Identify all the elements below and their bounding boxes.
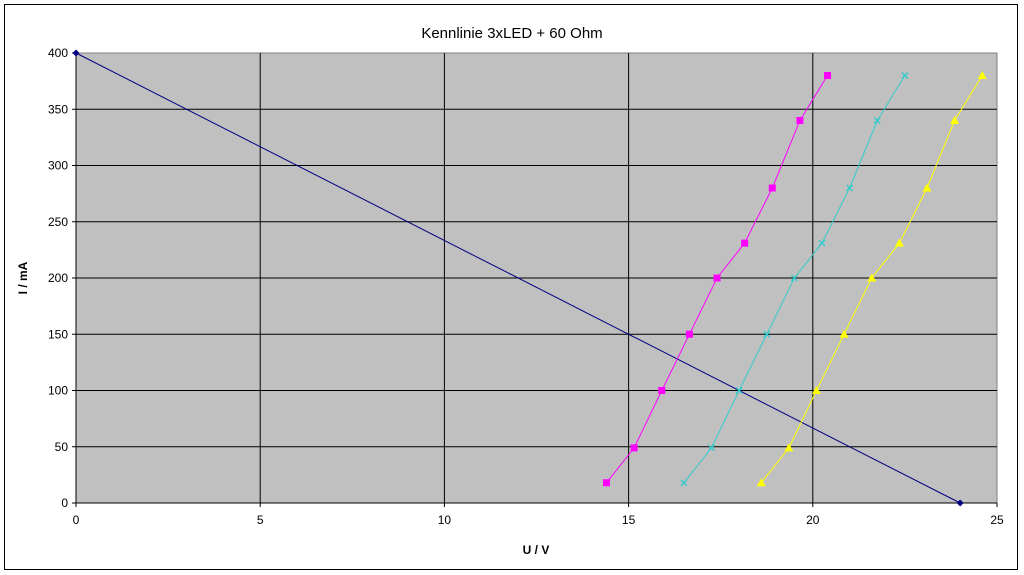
data-point-stroke (818, 239, 826, 247)
x-tick-label: 15 (622, 513, 636, 527)
y-axis-label: I / mA (16, 261, 30, 294)
data-point-stroke (763, 330, 771, 338)
data-point (839, 329, 849, 338)
data-point-stroke (901, 72, 909, 79)
y-tick-label: 350 (48, 102, 68, 116)
x-tick-label: 20 (806, 513, 820, 527)
data-point-stroke (873, 117, 881, 124)
data-point (956, 499, 964, 507)
y-tick-labels: 0 50 100 150 200 250 300 350 400 (48, 46, 76, 510)
data-point-stroke (846, 184, 854, 192)
data-point (811, 386, 821, 394)
data-point (602, 479, 610, 487)
data-point (680, 479, 688, 487)
series-line (75, 52, 961, 504)
chart-title: Kennlinie 3xLED + 60 Ohm (421, 25, 602, 42)
data-point (768, 184, 776, 192)
series-0 (72, 49, 964, 507)
data-point (950, 116, 960, 124)
data-point (867, 273, 877, 282)
data-point (735, 387, 743, 394)
data-point (846, 184, 854, 192)
data-point (894, 238, 904, 247)
data-point (713, 274, 721, 282)
x-tick-label: 25 (990, 513, 1004, 527)
y-tick-label: 300 (48, 159, 68, 173)
data-point-stroke (790, 274, 798, 282)
data-point (685, 330, 693, 338)
y-tick-label: 0 (61, 496, 68, 510)
data-point (756, 478, 766, 487)
data-point (818, 239, 826, 247)
series-1 (602, 72, 832, 487)
y-tick-label: 150 (48, 327, 68, 341)
data-point (658, 387, 666, 394)
x-tick-label: 0 (73, 513, 80, 527)
data-point (824, 72, 832, 79)
data-point (790, 274, 798, 282)
data-point (901, 72, 909, 79)
y-tick-label: 200 (48, 271, 68, 285)
data-point (977, 71, 987, 79)
data-point (630, 444, 638, 452)
x-axis-label: U / V (523, 543, 550, 557)
data-point (72, 49, 80, 57)
x-tick-labels: 0 5 10 15 20 25 (73, 503, 1004, 527)
series-layer (72, 49, 987, 507)
data-point (873, 117, 881, 124)
data-point (741, 239, 749, 247)
data-point (784, 443, 794, 452)
data-point (922, 183, 932, 192)
series-3 (756, 71, 987, 487)
data-point (796, 117, 804, 124)
x-tick-label: 5 (257, 513, 264, 527)
series-2 (680, 72, 909, 487)
x-tick-label: 10 (438, 513, 452, 527)
y-tick-label: 250 (48, 215, 68, 229)
data-point-stroke (680, 479, 688, 487)
y-tick-label: 400 (48, 46, 68, 60)
y-tick-label: 50 (55, 440, 69, 454)
data-point (707, 444, 715, 452)
y-tick-label: 100 (48, 384, 68, 398)
data-point-stroke (707, 444, 715, 452)
data-point-stroke (735, 387, 743, 394)
data-point (763, 330, 771, 338)
